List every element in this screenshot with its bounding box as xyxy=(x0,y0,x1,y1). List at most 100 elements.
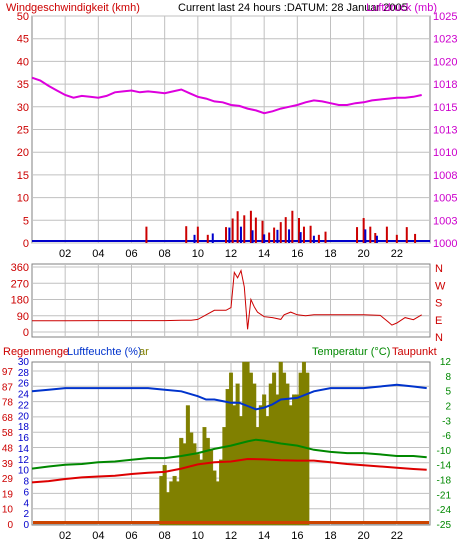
rain-y-tick: 14 xyxy=(18,444,30,455)
humidity-y-tick: 19 xyxy=(2,489,14,500)
rain-y-tick: 2 xyxy=(23,509,29,520)
temperature-title: Temperatur (°C) xyxy=(312,346,390,358)
humidity-title: Luftfeuchte (%) xyxy=(67,346,142,358)
rain-bar xyxy=(212,470,217,526)
humidity-y-tick: 10 xyxy=(2,505,14,516)
wind-y-tick: 15 xyxy=(17,170,29,182)
pressure-y-axis: 1000 1003 1005 1008 1010 1013 1015 1018 1020 1023… xyxy=(433,11,457,250)
pressure-y-tick: 1003 xyxy=(433,215,457,227)
rain-y-tick: 22 xyxy=(18,400,30,411)
rain-bar xyxy=(215,481,220,526)
humidity-x-tick: 10 xyxy=(192,530,204,542)
rain-bar xyxy=(162,465,167,526)
direction-y-tick: 360 xyxy=(11,262,29,274)
pressure-title: Luftdruck (mb) xyxy=(366,2,437,14)
rain-y-tick: 26 xyxy=(18,379,30,390)
rain-bar xyxy=(235,383,240,526)
pressure-y-tick: 1008 xyxy=(433,170,457,182)
direction-y-axis: 0 90 180 270 360 xyxy=(11,262,29,339)
rain-bar xyxy=(288,405,293,526)
rain-bar xyxy=(172,475,177,526)
rain-y-tick: 30 xyxy=(18,357,30,368)
temperature-y-tick: 8 xyxy=(445,372,451,383)
temperature-y-tick: -14 xyxy=(437,461,452,472)
wind-x-tick: 08 xyxy=(159,248,171,260)
rain-bar xyxy=(232,405,237,526)
wind-x-tick: 10 xyxy=(192,248,204,260)
rain-bar xyxy=(175,481,180,526)
pressure-y-tick: 1000 xyxy=(433,238,457,250)
humidity-y-tick: 29 xyxy=(2,474,14,485)
rain-bar xyxy=(282,372,287,526)
rain-baseline xyxy=(33,521,429,524)
rain-bar xyxy=(255,427,260,526)
rain-bar xyxy=(252,383,257,526)
rain-y-tick: 8 xyxy=(23,477,29,488)
humidity-y-tick: 48 xyxy=(2,444,14,455)
rain-y-tick: 24 xyxy=(18,390,30,401)
rain-y-tick: 10 xyxy=(18,466,30,477)
compass-label: E xyxy=(435,315,442,327)
current-title: Current last 24 hours :DATUM: 28 Januar … xyxy=(178,2,408,14)
rain-bar xyxy=(258,405,263,526)
temperature-y-tick: -25 xyxy=(437,520,452,531)
rain-y-tick: 6 xyxy=(23,487,29,498)
rain-bars xyxy=(33,361,429,526)
rain-bar xyxy=(272,372,277,526)
wind-y-tick: 25 xyxy=(17,125,29,137)
wind-x-tick: 22 xyxy=(391,248,403,260)
wind-y-tick: 30 xyxy=(17,102,29,114)
humidity-x-tick: 06 xyxy=(125,530,137,542)
pressure-y-tick: 1010 xyxy=(433,147,457,159)
temperature-y-tick: -21 xyxy=(437,490,452,501)
pressure-y-tick: 1025 xyxy=(433,11,457,23)
pressure-line xyxy=(31,76,422,115)
wind-y-tick: 20 xyxy=(17,147,29,159)
pressure-y-tick: 1018 xyxy=(433,79,457,91)
rain-bar xyxy=(185,405,190,526)
rain-bar xyxy=(189,432,194,526)
direction-y-tick: 0 xyxy=(23,327,29,339)
temperature-line xyxy=(31,438,427,470)
humidity-x-tick: 02 xyxy=(59,530,71,542)
pressure-line-group xyxy=(31,76,422,115)
humidity-temperature-panel: Regenmenge Luftfeuchte (%) ar Temperatur… xyxy=(2,346,452,542)
wind-y-tick: 40 xyxy=(17,56,29,68)
direction-y-tick: 270 xyxy=(11,278,29,290)
rain-bar xyxy=(225,389,230,526)
wind-y-tick: 0 xyxy=(23,238,29,250)
temperature-y-tick: -18 xyxy=(437,476,452,487)
humidity-y-tick: 97 xyxy=(2,367,14,378)
rain-y-tick: 4 xyxy=(23,498,29,509)
rain-bar xyxy=(192,443,197,526)
wind-x-tick: 06 xyxy=(125,248,137,260)
temperature-y-tick: 12 xyxy=(440,357,452,368)
wind-bars xyxy=(32,210,430,243)
wind-x-tick: 04 xyxy=(92,248,104,260)
humidity-y-tick: 68 xyxy=(2,413,14,424)
direction-y-tick: 180 xyxy=(11,295,29,307)
rain-y-tick: 28 xyxy=(18,368,30,379)
humidity-x-tick: 16 xyxy=(291,530,303,542)
temperature-y-tick: 5 xyxy=(445,387,451,398)
rain-title: Regenmenge xyxy=(3,346,69,358)
rain-bar xyxy=(199,459,204,526)
humidity-y-tick: 58 xyxy=(2,428,14,439)
rain-y-tick: 16 xyxy=(18,433,30,444)
rain-bar xyxy=(301,361,306,526)
wind-pressure-panel: Windgeschwindigkeit (kmh) Current last 2… xyxy=(6,2,457,260)
compass-label: N xyxy=(435,332,443,344)
wind-title: Windgeschwindigkeit (kmh) xyxy=(6,2,140,14)
wind-x-tick: 02 xyxy=(59,248,71,260)
rain-bar xyxy=(165,492,170,526)
rain-bar xyxy=(238,416,243,526)
temperature-y-tick: -10 xyxy=(437,446,452,457)
humidity-x-tick: 14 xyxy=(258,530,270,542)
humidity-y-tick: 39 xyxy=(2,459,14,470)
rain-bar xyxy=(228,372,234,526)
wind-y-axis: 0 5 10 15 20 25 30 35 40 45 50 xyxy=(17,11,29,250)
humidity-y-tick: 87 xyxy=(2,382,14,393)
humidity-y-tick: 0 xyxy=(7,520,13,531)
